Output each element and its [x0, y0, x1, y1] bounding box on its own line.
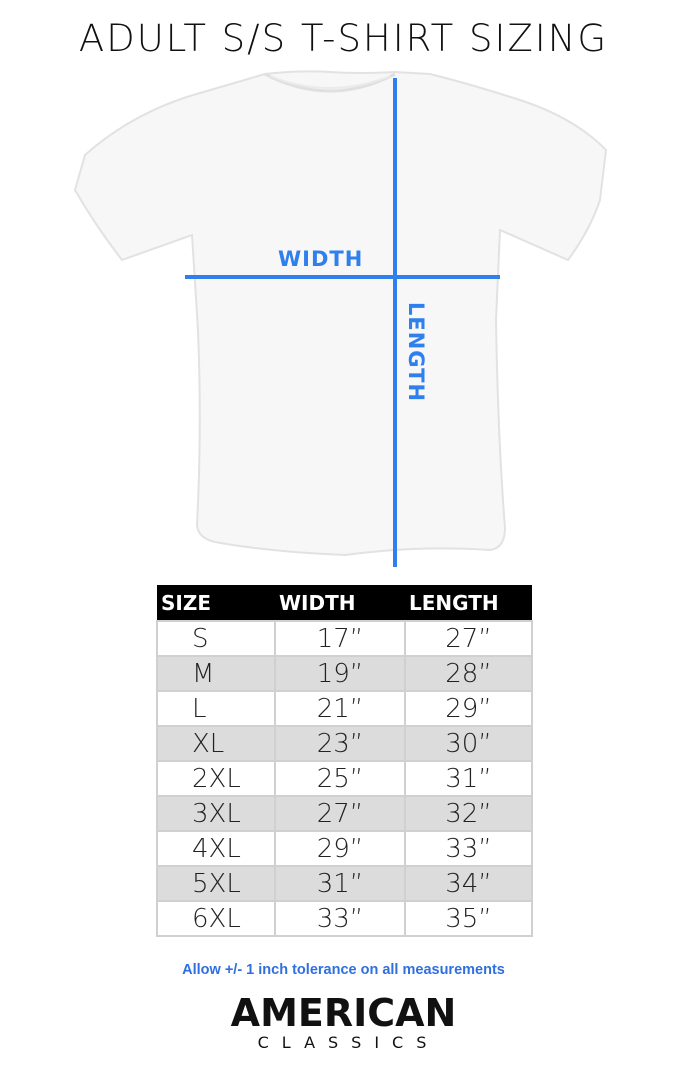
length-cell: 27”: [404, 620, 533, 657]
table-row: XL 23” 30”: [156, 725, 533, 762]
table-header: SIZE WIDTH LENGTH: [157, 585, 532, 621]
size-cell: S: [156, 620, 276, 657]
length-cell: 32”: [404, 795, 533, 832]
table-row: 5XL 31” 34”: [156, 865, 533, 902]
collar: [264, 72, 396, 93]
width-cell: 19”: [274, 655, 406, 692]
table-row: 3XL 27” 32”: [156, 795, 533, 832]
width-cell: 25”: [274, 760, 406, 797]
width-cell: 23”: [274, 725, 406, 762]
table-row: S 17” 27”: [156, 620, 533, 657]
length-cell: 31”: [404, 760, 533, 797]
length-cell: 35”: [404, 900, 533, 937]
length-cell: 28”: [404, 655, 533, 692]
length-cell: 30”: [404, 725, 533, 762]
header-length: LENGTH: [405, 585, 532, 621]
length-label: LENGTH: [404, 302, 428, 403]
width-label: WIDTH: [278, 247, 364, 271]
length-cell: 34”: [404, 865, 533, 902]
table-row: 6XL 33” 35”: [156, 900, 533, 937]
size-cell: 2XL: [156, 760, 276, 797]
width-cell: 33”: [274, 900, 406, 937]
size-table: SIZE WIDTH LENGTH S 17” 27” M 19” 28” L 21” 29” X…: [156, 585, 533, 937]
size-cell: L: [156, 690, 276, 727]
header-width: WIDTH: [275, 585, 405, 621]
width-cell: 21”: [274, 690, 406, 727]
tshirt-shape: [73, 70, 608, 557]
width-cell: 17”: [274, 620, 406, 657]
size-cell: M: [156, 655, 276, 692]
size-cell: XL: [156, 725, 276, 762]
header-size: SIZE: [157, 585, 275, 621]
tolerance-note: Allow +/- 1 inch tolerance on all measur…: [182, 962, 505, 978]
page-title: ADULT S/S T-SHIRT SIZING: [78, 17, 609, 60]
length-cell: 33”: [404, 830, 533, 867]
logo-american: AMERICAN: [230, 991, 457, 1035]
size-cell: 6XL: [156, 900, 276, 937]
tshirt-diagram: [73, 70, 608, 567]
size-cell: 4XL: [156, 830, 276, 867]
width-cell: 27”: [274, 795, 406, 832]
table-row: L 21” 29”: [156, 690, 533, 727]
length-cell: 29”: [404, 690, 533, 727]
logo-classics: CLASSICS: [257, 1033, 440, 1052]
table-row: M 19” 28”: [156, 655, 533, 692]
width-cell: 29”: [274, 830, 406, 867]
width-cell: 31”: [274, 865, 406, 902]
size-cell: 3XL: [156, 795, 276, 832]
table-row: 4XL 29” 33”: [156, 830, 533, 867]
size-cell: 5XL: [156, 865, 276, 902]
table-row: 2XL 25” 31”: [156, 760, 533, 797]
